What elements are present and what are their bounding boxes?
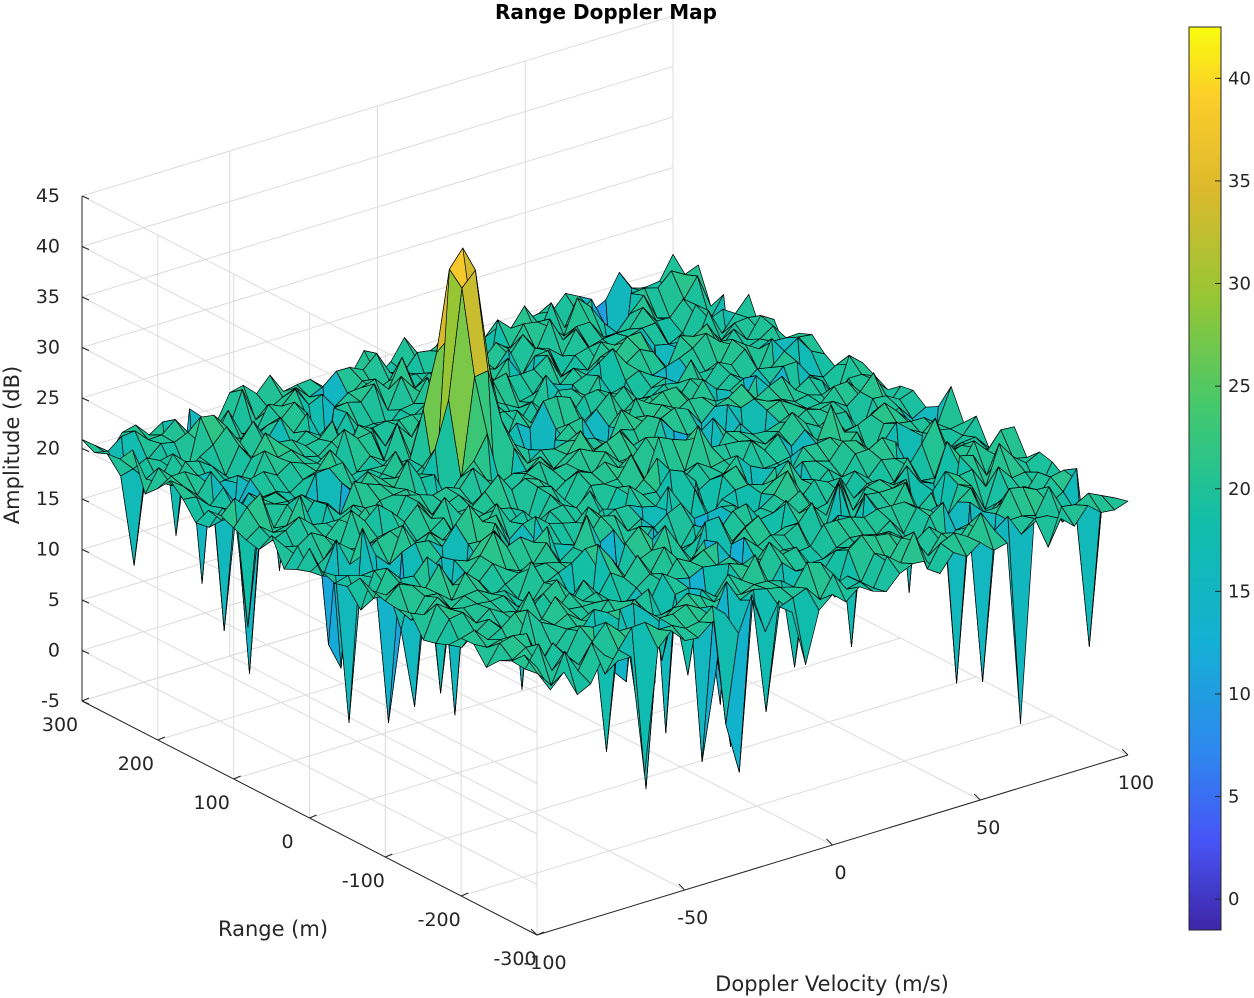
y-tick-label: 100 <box>194 792 230 814</box>
z-tick-label: 0 <box>48 640 60 662</box>
surface-cell <box>1007 515 1035 724</box>
z-tick-mark <box>81 448 90 452</box>
y-tick-mark <box>309 814 317 819</box>
colorbar-tick-label: 35 <box>1228 171 1251 192</box>
z-tick-mark <box>81 599 90 604</box>
z-tick-mark <box>81 700 90 705</box>
z-tick-label: 35 <box>36 286 60 308</box>
z-tick-mark <box>81 549 90 553</box>
z-tick-label: 5 <box>48 589 60 611</box>
colorbar-tick-label: 20 <box>1228 479 1251 500</box>
grid-line <box>81 116 674 298</box>
colorbar: 0 5 10 15 20 25 30 35 40 <box>1188 26 1251 931</box>
z-tick-label: 10 <box>36 539 60 561</box>
x-tick-label: 100 <box>1118 772 1154 794</box>
x-tick-label: -50 <box>677 907 708 929</box>
colorbar-tick-label: 0 <box>1228 889 1239 910</box>
grid-line <box>81 217 674 399</box>
x-tick-mark <box>1121 748 1129 756</box>
y-tick-mark <box>157 736 166 741</box>
y-tick-mark <box>460 892 469 897</box>
chart-title: Range Doppler Map <box>495 0 717 24</box>
z-tick-mark <box>81 296 90 301</box>
y-tick-mark <box>536 931 545 936</box>
grid-line <box>81 599 538 835</box>
y-tick-label: 200 <box>118 753 154 775</box>
y-tick-mark <box>385 853 393 858</box>
z-tick-mark <box>81 195 90 200</box>
y-tick-label: 0 <box>281 831 293 853</box>
grid-line <box>81 15 674 197</box>
grid-line <box>81 650 538 885</box>
z-tick-label: 20 <box>36 438 60 460</box>
z-tick-label: 45 <box>36 185 60 207</box>
z-tick-label: -5 <box>41 690 60 712</box>
colorbar-tick-label: 10 <box>1228 684 1251 705</box>
x-tick-label: 0 <box>834 862 846 884</box>
colorbar-tick-label: 5 <box>1228 787 1239 808</box>
grid-line <box>81 66 674 247</box>
z-tick-mark <box>81 347 90 351</box>
z-tick-label: 40 <box>36 236 60 258</box>
grid-line <box>81 549 538 784</box>
x-tick-label: 50 <box>976 817 1000 839</box>
z-tick-label: 25 <box>36 387 60 409</box>
x-tick-label: -100 <box>523 952 566 974</box>
grid-line <box>81 498 538 734</box>
colorbar-tick-label: 15 <box>1228 581 1251 602</box>
y-axis-label: Range (m) <box>218 917 328 941</box>
z-tick-mark <box>81 397 90 402</box>
y-tick-mark <box>233 775 241 780</box>
surface-cell <box>1101 495 1129 511</box>
x-tick-mark <box>826 838 833 846</box>
x-tick-mark <box>678 883 686 891</box>
z-tick-mark <box>81 246 90 250</box>
colorbar-tick-label: 30 <box>1228 274 1251 295</box>
y-tick-label: -200 <box>418 909 461 931</box>
colorbar-tick-label: 40 <box>1228 68 1251 89</box>
y-tick-label: -100 <box>342 870 385 892</box>
y-tick-label: 300 <box>42 714 78 736</box>
grid-line <box>461 715 1053 897</box>
colorbar-tick-label: 25 <box>1228 376 1251 397</box>
x-tick-mark <box>973 793 981 801</box>
grid-line <box>81 167 674 348</box>
y-tick-label: -300 <box>493 948 536 970</box>
grid-line <box>385 676 977 858</box>
z-tick-mark <box>81 650 90 654</box>
z-tick-label: 15 <box>36 488 60 510</box>
z-axis-label: Amplitude (dB) <box>0 366 24 524</box>
colorbar-gradient <box>1188 26 1222 931</box>
z-tick-mark <box>81 498 90 503</box>
z-tick-label: 30 <box>36 337 60 359</box>
axes: -100-50050100-300-200-1000100200300-5051… <box>36 185 1154 974</box>
surface-plot <box>81 247 1129 790</box>
x-axis-label: Doppler Velocity (m/s) <box>715 972 949 996</box>
y-tick-mark <box>81 697 90 702</box>
